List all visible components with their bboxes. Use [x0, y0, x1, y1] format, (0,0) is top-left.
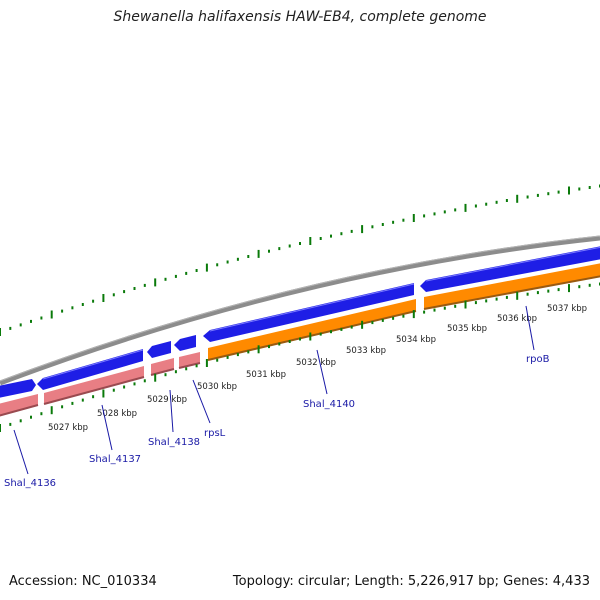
- outer-tick-ring: [0, 184, 600, 336]
- inner-tick-ring: [0, 282, 600, 432]
- forward-cds-shal-4140: [203, 283, 414, 342]
- gene-label-shal-4140: Shal_4140: [303, 399, 355, 410]
- reverse-cds-pink-3: [151, 358, 174, 375]
- genome-summary-text: Topology: circular; Length: 5,226,917 bp…: [232, 574, 590, 589]
- accession-text: Accession: NC_010334: [9, 574, 157, 589]
- scale-tick-label: 5034 kbp: [396, 335, 436, 345]
- scale-labels: 5027 kbp 5028 kbp 5029 kbp 5030 kbp 5031…: [48, 304, 587, 433]
- reverse-cds-pink-2: [44, 366, 144, 404]
- map-title: Shewanella halifaxensis HAW-EB4, complet…: [113, 9, 487, 25]
- forward-cds-rpsl: [174, 335, 196, 351]
- scale-tick-label: 5036 kbp: [497, 314, 537, 324]
- forward-cds-highlight: [42, 246, 600, 380]
- forward-cds-shal-4137: [37, 349, 143, 390]
- backbone-arc: [0, 235, 600, 386]
- reverse-cds-pink-1: [0, 394, 38, 416]
- scale-tick-label: 5029 kbp: [147, 395, 187, 405]
- gene-label-leaders: [13, 305, 535, 475]
- reverse-cds-orange-2: [424, 263, 600, 309]
- gene-label-shal-4138: Shal_4138: [148, 437, 200, 448]
- scale-tick-label: 5030 kbp: [197, 382, 237, 392]
- gene-label-shal-4136: Shal_4136: [4, 478, 56, 489]
- gene-label-rpob: rpoB: [526, 354, 550, 365]
- scale-tick-label: 5027 kbp: [48, 423, 88, 433]
- forward-cds-rpob: [420, 246, 600, 292]
- reverse-cds-orange-1: [208, 299, 416, 360]
- gene-label-shal-4137: Shal_4137: [89, 454, 141, 465]
- scale-tick-label: 5035 kbp: [447, 324, 487, 334]
- gene-labels: Shal_4136 Shal_4137 Shal_4138 rpsL Shal_…: [4, 354, 550, 489]
- backbone-highlight: [0, 235, 600, 382]
- scale-tick-label: 5037 kbp: [547, 304, 587, 314]
- reverse-cds-pink-shadow: [0, 362, 201, 417]
- forward-cds-shal-4138: [147, 341, 171, 358]
- reverse-cds-orange-shadow: [207, 275, 600, 361]
- gene-label-rpsl: rpsL: [204, 428, 226, 439]
- scale-tick-label: 5028 kbp: [97, 409, 137, 419]
- scale-tick-label: 5032 kbp: [296, 358, 336, 368]
- scale-tick-label: 5033 kbp: [346, 346, 386, 356]
- forward-cds-shal-4136: [0, 379, 36, 398]
- scale-tick-label: 5031 kbp: [246, 370, 286, 380]
